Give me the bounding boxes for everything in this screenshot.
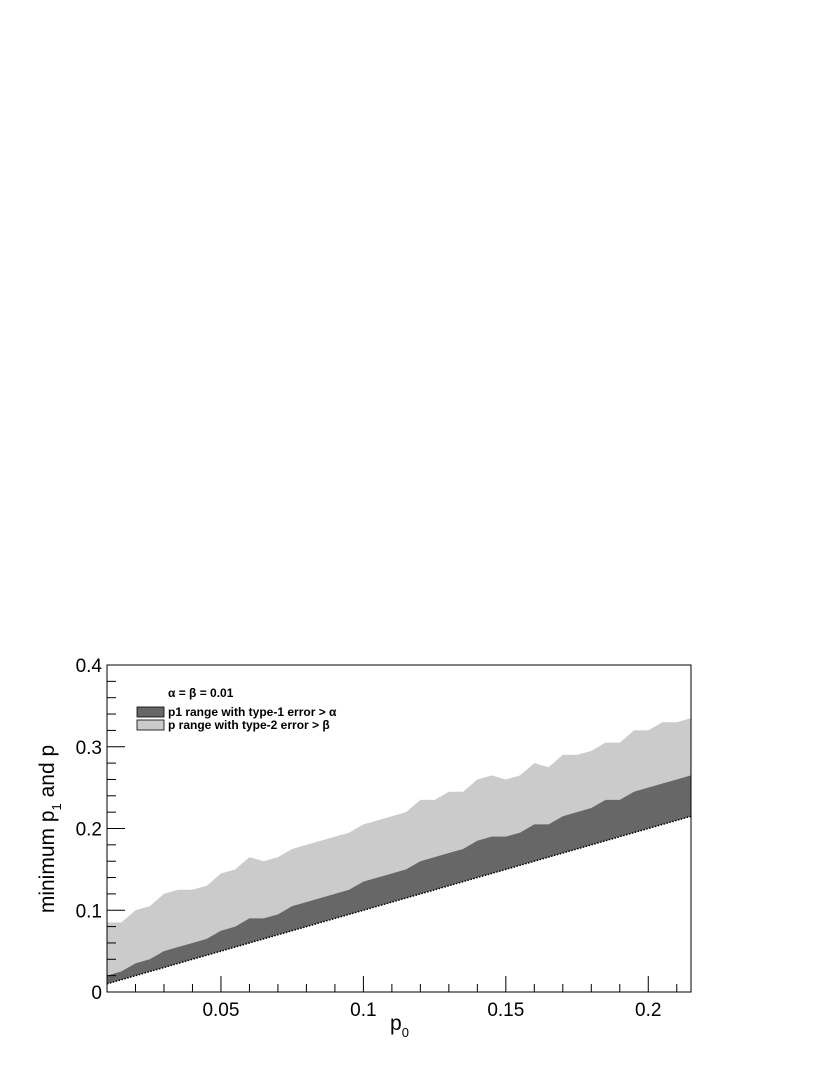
legend: p1 range with type-1 error > αp range wi… [136,705,337,732]
y-tick-label: 0.4 [76,656,103,677]
y-tick-label: 0.2 [76,820,102,841]
y-tick-label: 0.1 [76,901,102,922]
series-area-2 [107,718,691,984]
x-tick-label: 0.15 [487,1000,524,1021]
x-tick-label: 0.1 [350,1000,376,1021]
tick-labels: 0.05 0.1 0.15 0.2 0 0.1 0.2 0.3 0.4 [76,656,662,1021]
legend-swatch-2 [136,719,165,731]
alpha-beta-annotation: α = β = 0.01 [168,686,234,700]
y-tick-label: 0 [91,983,102,1004]
legend-swatch-1 [136,706,165,718]
series-area-1 [107,775,691,984]
x-tick-label: 0.2 [635,1000,661,1021]
p0-boundary-line [106,815,692,985]
y-tick-label: 0.3 [76,738,102,759]
y-axis-label: minimum p1 and p [36,745,64,913]
axis-ticks [106,664,678,993]
chart-areas [107,718,691,984]
x-axis-label: p0 [390,1012,409,1040]
legend-label-1: p1 range with type-1 error > α [168,705,337,719]
x-tick-label: 0.05 [202,1000,239,1021]
legend-label-2: p range with type-2 error > β [168,718,330,732]
